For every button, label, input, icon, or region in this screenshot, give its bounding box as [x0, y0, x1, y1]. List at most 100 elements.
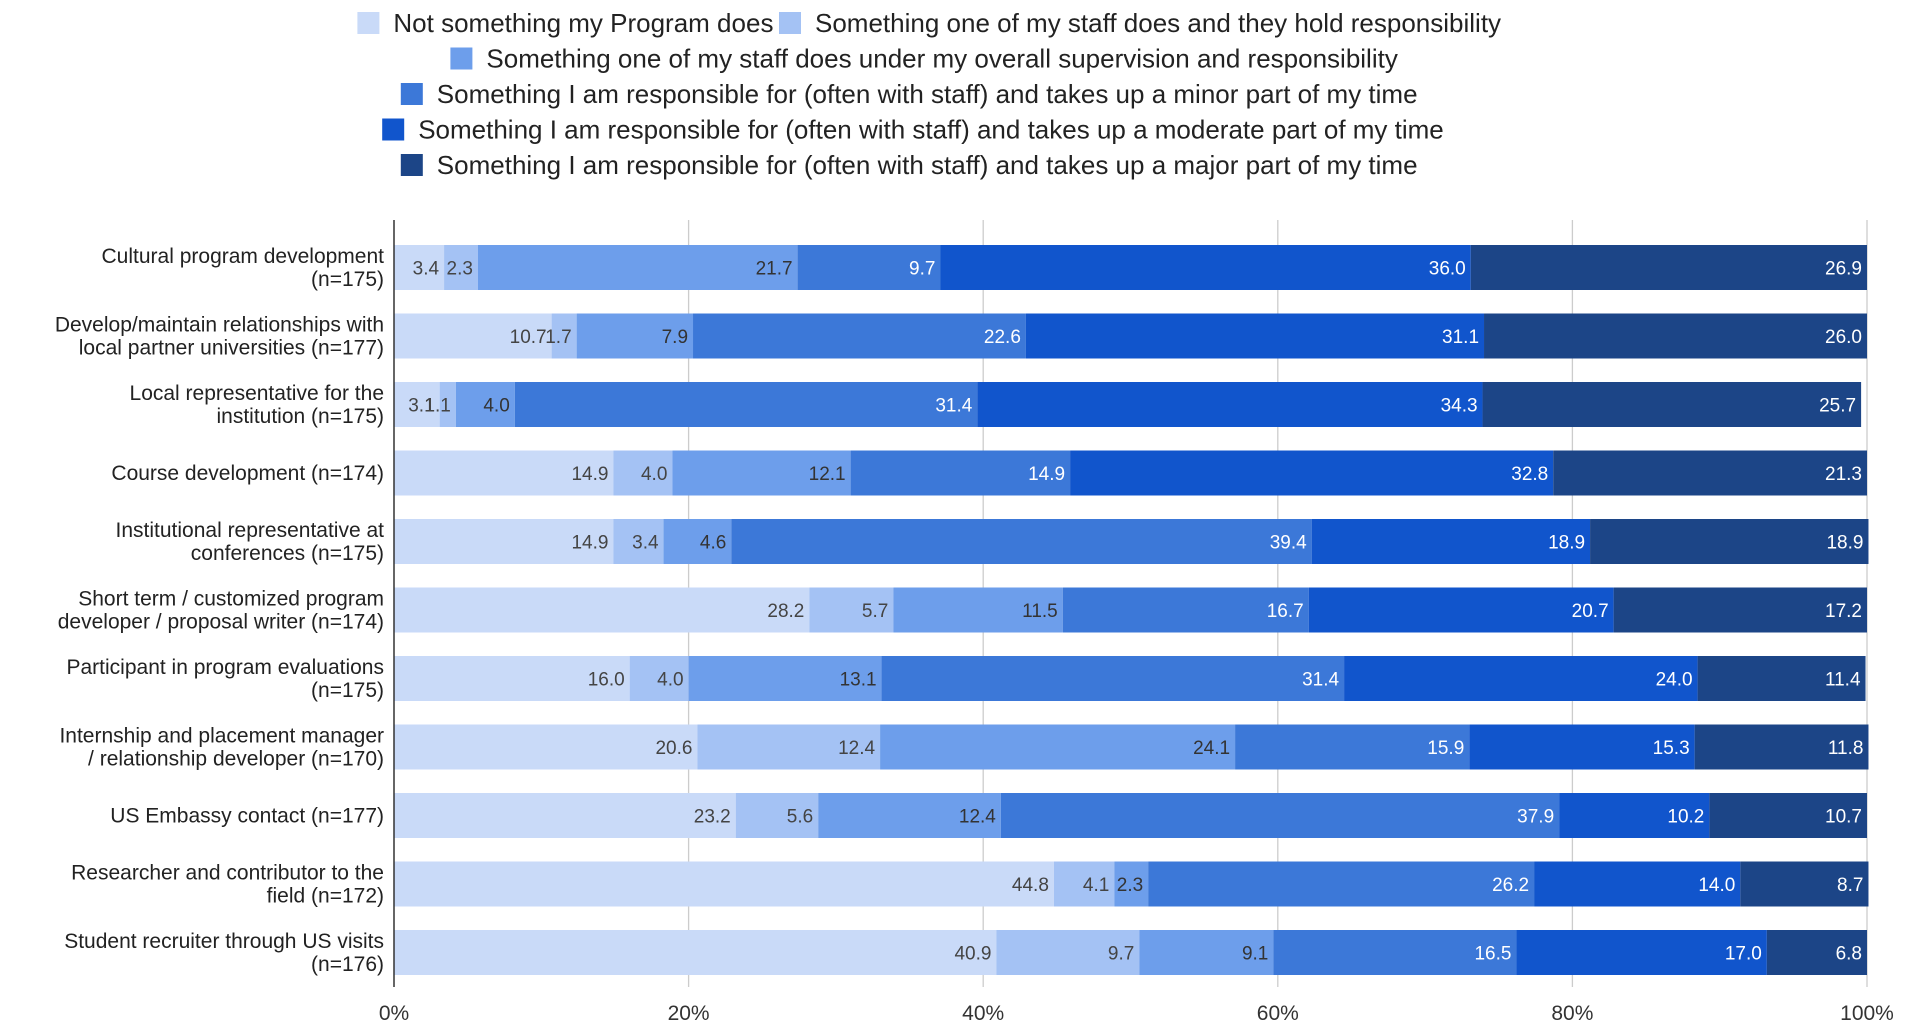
data-label: 6.8: [1836, 944, 1862, 965]
data-label: 11.5: [1022, 601, 1058, 622]
data-label: 34.3: [1441, 396, 1478, 417]
data-label: 13.1: [840, 670, 877, 691]
category-label: Cultural program development: [102, 245, 385, 268]
legend-label: Something I am responsible for (often wi…: [418, 115, 1444, 145]
data-label: 18.9: [1826, 533, 1863, 554]
data-label: 26.9: [1825, 259, 1862, 280]
category-label: Local representative for the: [130, 382, 384, 405]
data-label: 24.1: [1193, 738, 1230, 759]
bar-segment: [940, 245, 1470, 290]
data-label: 1.1: [424, 396, 450, 417]
bar-segment: [882, 656, 1345, 701]
x-tick-label: 40%: [962, 1002, 1004, 1023]
bar-segment: [1001, 793, 1559, 838]
legend-swatch: [779, 12, 801, 34]
data-label: 40.9: [954, 944, 991, 965]
data-label: 20.6: [655, 738, 692, 759]
data-label: 37.9: [1517, 807, 1554, 828]
category-label: (n=175): [311, 679, 384, 702]
category-label: US Embassy contact (n=177): [110, 805, 384, 828]
data-label: 9.7: [1108, 944, 1134, 965]
category-label: field (n=172): [267, 885, 384, 908]
data-label: 5.6: [787, 807, 813, 828]
legend-label: Something I am responsible for (often wi…: [437, 79, 1418, 109]
category-label: Develop/maintain relationships with: [55, 314, 384, 337]
legend-label: Something one of my staff does and they …: [815, 8, 1501, 38]
category-labels: Cultural program development(n=175)Devel…: [55, 245, 384, 976]
data-label: 21.3: [1825, 464, 1862, 485]
data-label: 10.7: [1825, 807, 1862, 828]
data-label: 44.8: [1012, 875, 1049, 896]
data-label: 11.8: [1828, 738, 1864, 759]
bar-segment: [1344, 656, 1698, 701]
data-label: 17.0: [1725, 944, 1762, 965]
legend-swatch: [401, 83, 423, 105]
bar-segment: [1148, 862, 1534, 907]
data-label: 1.7: [545, 327, 571, 348]
legend-swatch: [357, 12, 379, 34]
data-label: 17.2: [1825, 601, 1862, 622]
data-label: 36.0: [1429, 259, 1466, 280]
data-label: 16.7: [1267, 601, 1304, 622]
category-label: (n=175): [311, 268, 384, 291]
bar-segment: [394, 930, 996, 975]
data-label: 2.3: [447, 259, 473, 280]
legend-swatch: [450, 48, 472, 70]
data-label: 4.1: [1083, 875, 1109, 896]
bar-segment: [1553, 451, 1867, 496]
data-label: 15.9: [1427, 738, 1464, 759]
bar-segment: [394, 588, 809, 633]
bar-segment: [1309, 588, 1614, 633]
category-label: Course development (n=174): [111, 462, 384, 485]
category-label: Participant in program evaluations: [66, 656, 384, 679]
bar-segment: [731, 519, 1311, 564]
legend-swatch: [401, 154, 423, 176]
legend-swatch: [382, 119, 404, 141]
bar-segment: [880, 725, 1235, 770]
data-label: 28.2: [767, 601, 804, 622]
bars: 3.4 2.3 21.7 9.7 36.0 26.910.71.7 7.9 22.6 31.1 2…: [394, 245, 1868, 975]
x-tick-label: 100%: [1840, 1002, 1894, 1023]
data-label: 3.4: [632, 533, 659, 554]
bar-segment: [394, 862, 1054, 907]
category-label: local partner universities (n=177): [79, 337, 384, 360]
data-label: 4.0: [483, 396, 509, 417]
bar-segment: [1484, 314, 1867, 359]
data-label: 4.0: [641, 464, 667, 485]
legend-label: Something one of my staff does under my …: [486, 44, 1397, 74]
data-label: 20.7: [1572, 601, 1609, 622]
data-label: 26.0: [1825, 327, 1862, 348]
data-label: 11.4: [1825, 670, 1861, 691]
data-label: 22.6: [984, 327, 1021, 348]
x-tick-label: 80%: [1551, 1002, 1593, 1023]
data-label: 15.3: [1653, 738, 1690, 759]
bar-segment: [693, 314, 1026, 359]
data-label: 8.7: [1837, 875, 1863, 896]
legend-label: Not something my Program does: [393, 8, 773, 38]
data-label: 4.6: [700, 533, 726, 554]
data-label: 32.8: [1511, 464, 1548, 485]
data-label: 14.0: [1698, 875, 1735, 896]
data-label: 31.1: [1442, 327, 1479, 348]
data-label: 25.7: [1819, 396, 1856, 417]
data-label: 26.2: [1492, 875, 1529, 896]
category-label: / relationship developer (n=170): [88, 748, 384, 771]
data-label: 12.4: [959, 807, 996, 828]
data-label: 4.0: [657, 670, 683, 691]
category-label: Student recruiter through US visits: [64, 930, 384, 953]
category-label: (n=176): [311, 953, 384, 976]
bar-segment: [977, 382, 1482, 427]
data-label: 31.4: [1302, 670, 1339, 691]
legend-label: Something I am responsible for (often wi…: [437, 150, 1418, 180]
x-tick-label: 60%: [1257, 1002, 1299, 1023]
x-axis-tick-labels: 0% 20% 40% 60% 80% 100%: [379, 1002, 1894, 1023]
data-label: 18.9: [1548, 533, 1585, 554]
category-label: institution (n=175): [216, 405, 384, 428]
data-label: 24.0: [1656, 670, 1693, 691]
data-label: 12.1: [809, 464, 846, 485]
bar-segment: [394, 725, 697, 770]
data-label: 16.0: [588, 670, 625, 691]
category-label: Short term / customized program: [78, 588, 384, 611]
data-label: 5.7: [862, 601, 888, 622]
